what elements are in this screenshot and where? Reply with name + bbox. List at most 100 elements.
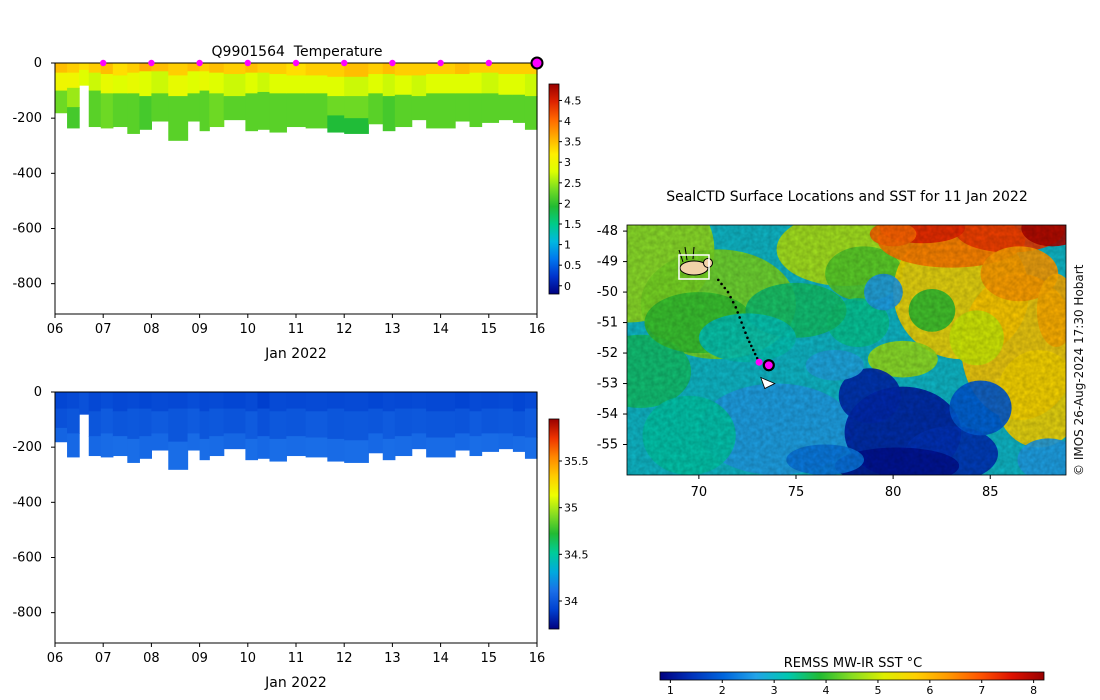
sst-map-title: SealCTD Surface Locations and SST for 11… bbox=[666, 189, 1027, 205]
profile-cell bbox=[498, 408, 514, 434]
profile-cell bbox=[257, 392, 271, 410]
sst-colorbar-tick-label: 3 bbox=[771, 684, 778, 697]
sst-colorbar-tick-label: 5 bbox=[874, 684, 881, 697]
map-y-tick-label: -50 bbox=[597, 285, 618, 300]
track-point bbox=[720, 282, 723, 286]
temperature-cells bbox=[55, 63, 538, 141]
profile-marker bbox=[341, 59, 348, 67]
map-current-location bbox=[762, 359, 775, 372]
colorbar-tick-label: 2 bbox=[564, 197, 571, 210]
profile-cell bbox=[127, 408, 140, 440]
profile-cell bbox=[139, 436, 152, 459]
current-profile-marker bbox=[530, 56, 544, 70]
profile-cell bbox=[168, 408, 189, 443]
profile-cell bbox=[257, 436, 271, 459]
profile-cell bbox=[455, 408, 471, 434]
sst-colorbar-label: REMSS MW-IR SST °C bbox=[784, 656, 923, 671]
profile-cell bbox=[112, 392, 128, 412]
profile-cell bbox=[426, 392, 456, 412]
profile-cell bbox=[411, 96, 427, 121]
x-tick-label: 09 bbox=[191, 651, 208, 666]
profile-cell bbox=[498, 63, 514, 75]
profile-cell bbox=[223, 63, 246, 75]
colorbar-tick-label: 4.5 bbox=[564, 94, 582, 107]
profile-cell bbox=[411, 433, 427, 450]
map-y-tick-label: -54 bbox=[597, 407, 618, 422]
x-tick-label: 07 bbox=[95, 651, 112, 666]
track-point bbox=[751, 348, 755, 352]
y-tick-label: 0 bbox=[34, 385, 42, 400]
profile-cell bbox=[199, 411, 210, 440]
profile-cell bbox=[199, 90, 210, 132]
profile-marker bbox=[437, 59, 444, 67]
profile-cell bbox=[394, 392, 413, 410]
colorbar-tick-label: 0.5 bbox=[564, 259, 582, 272]
profile-cell bbox=[139, 392, 152, 410]
profile-cell bbox=[344, 118, 369, 134]
sst-colorbar-tick-label: 7 bbox=[978, 684, 985, 697]
map-x-tick-label: 80 bbox=[885, 485, 902, 500]
profile-cell bbox=[88, 392, 102, 412]
profile-cell bbox=[88, 63, 102, 74]
track-point bbox=[734, 306, 738, 309]
profile-cell bbox=[199, 71, 210, 92]
profile-cell bbox=[67, 408, 80, 434]
y-tick-label: 0 bbox=[34, 56, 42, 71]
profile-cell bbox=[327, 115, 345, 133]
profile-cell bbox=[245, 93, 259, 132]
profile-cell bbox=[481, 433, 500, 452]
x-tick-label: 12 bbox=[336, 651, 353, 666]
profile-cell bbox=[426, 63, 456, 75]
colorbar-tick-label: 34.5 bbox=[564, 548, 589, 561]
sst-colorbar-tick-label: 6 bbox=[926, 684, 933, 697]
x-tick-label: 13 bbox=[384, 651, 401, 666]
x-tick-label: 09 bbox=[191, 322, 208, 337]
sst-map-frame bbox=[626, 224, 1067, 476]
profile-cell bbox=[100, 408, 114, 434]
x-tick-label: 11 bbox=[288, 651, 305, 666]
x-tick-label: 10 bbox=[240, 322, 257, 337]
profile-cell bbox=[139, 408, 152, 437]
temperature-axes: 06 07 08 09 10 11 12 13 14 15 16 0 -200 -400 -600 -800 bbox=[12, 56, 545, 337]
profile-cell bbox=[411, 392, 427, 410]
x-tick-label: 11 bbox=[288, 322, 305, 337]
profile-cell bbox=[127, 63, 140, 74]
salinity-xlabel: Jan 2022 bbox=[264, 675, 327, 691]
profile-cell bbox=[481, 72, 500, 94]
x-tick-label: 16 bbox=[529, 651, 546, 666]
profile-cell bbox=[88, 90, 102, 128]
profile-cell bbox=[269, 392, 287, 412]
profile-cell bbox=[199, 63, 210, 72]
profile-cell bbox=[469, 93, 483, 128]
track-point bbox=[746, 336, 749, 340]
profile-cell bbox=[498, 392, 514, 410]
profile-cell bbox=[88, 72, 102, 92]
track-point bbox=[742, 326, 745, 329]
profile-marker bbox=[244, 59, 251, 67]
profile-cell bbox=[305, 63, 328, 77]
profile-cell bbox=[269, 411, 287, 440]
x-tick-label: 15 bbox=[481, 322, 498, 337]
profile-cell bbox=[455, 433, 471, 451]
profile-cell bbox=[269, 63, 287, 75]
colorbar-tick-label: 1 bbox=[564, 239, 571, 252]
x-tick-label: 06 bbox=[47, 322, 64, 337]
profile-cell bbox=[426, 93, 456, 129]
profile-cell bbox=[481, 408, 500, 434]
track-point bbox=[744, 331, 747, 335]
profile-cell bbox=[112, 75, 128, 94]
profile-cell bbox=[257, 72, 271, 93]
profile-cell bbox=[55, 427, 68, 443]
sst-map-axes: 70 75 80 85 -48 -49 -50 -51 -52 -53 -54 -55 bbox=[597, 224, 999, 500]
profile-cell bbox=[223, 392, 246, 410]
profile-cell bbox=[524, 392, 538, 410]
y-tick-label: -400 bbox=[12, 495, 42, 510]
temperature-profile-markers bbox=[100, 56, 544, 70]
track-point bbox=[731, 300, 735, 304]
temperature-colorbar-ramp bbox=[548, 83, 560, 295]
profile-cell bbox=[368, 63, 384, 75]
profile-cell bbox=[199, 392, 210, 412]
x-tick-label: 15 bbox=[481, 651, 498, 666]
profile-cell bbox=[305, 392, 328, 412]
temperature-colorbar: 4.5 4 3.5 3 2.5 2 1.5 1 0.5 0 bbox=[548, 83, 582, 295]
